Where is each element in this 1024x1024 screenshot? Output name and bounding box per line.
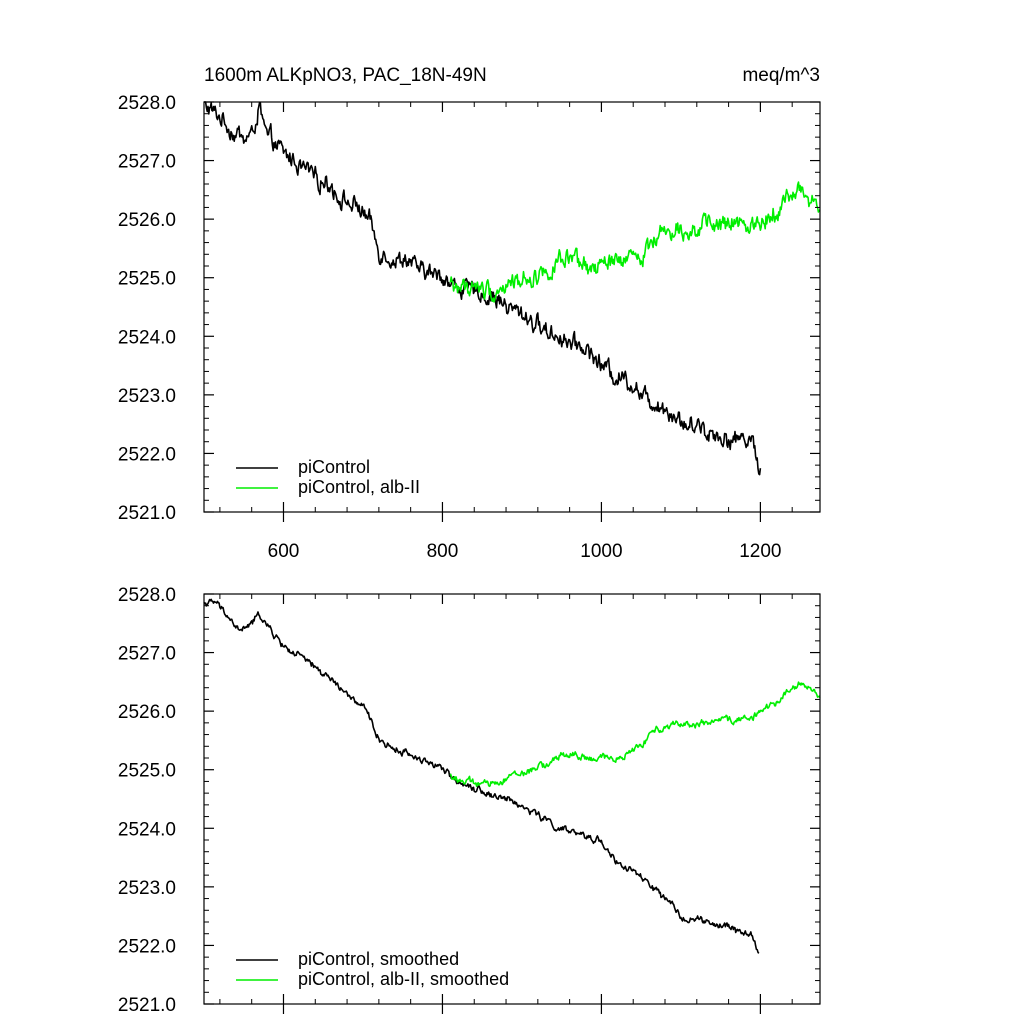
- x-tick-label: 600: [268, 541, 300, 562]
- y-tick-label: 2521.0: [118, 503, 176, 524]
- y-tick-label: 2528.0: [118, 93, 176, 114]
- y-tick-label: 2526.0: [118, 210, 176, 231]
- y-tick-label: 2523.0: [118, 386, 176, 407]
- y-tick-label: 2525.0: [118, 761, 176, 782]
- series-line-picontrol-alb-ii-smoothed: [449, 681, 821, 788]
- plot-frame: [203, 593, 821, 1005]
- y-tick-label: 2524.0: [118, 327, 176, 348]
- series-line-picontrol-alb-ii: [449, 181, 821, 303]
- legend-label: piControl, alb-II: [298, 477, 420, 497]
- y-tick-label: 2522.0: [118, 444, 176, 465]
- chart-title: 1600m ALKpNO3, PAC_18N-49N: [204, 65, 487, 86]
- x-tick-label: 1000: [580, 541, 622, 562]
- y-tick-label: 2527.0: [118, 644, 176, 665]
- y-tick-label: 2522.0: [118, 936, 176, 957]
- legend-label: piControl: [298, 457, 370, 477]
- y-tick-label: 2523.0: [118, 878, 176, 899]
- y-tick-label: 2525.0: [118, 269, 176, 290]
- plot-frame: [203, 101, 821, 513]
- y-tick-label: 2528.0: [118, 585, 176, 606]
- series-line-picontrol-smoothed: [203, 598, 760, 954]
- legend-label: piControl, smoothed: [298, 949, 459, 969]
- y-tick-label: 2526.0: [118, 702, 176, 723]
- chart-units: meq/m^3: [742, 65, 820, 86]
- series-line-picontrol: [204, 101, 762, 476]
- y-tick-label: 2524.0: [118, 819, 176, 840]
- y-tick-label: 2521.0: [118, 995, 176, 1016]
- x-tick-label: 1200: [739, 541, 781, 562]
- x-tick-label: 800: [427, 541, 459, 562]
- legend-label: piControl, alb-II, smoothed: [298, 969, 509, 989]
- y-tick-label: 2527.0: [118, 152, 176, 173]
- panel-raw: 600 800 1000 1200 2521.0 2522.0 2523.0 2524.0 25…: [118, 93, 821, 562]
- panel-smoothed: 2521.0 2522.0 2523.0 2524.0 2525.0 2526.0 2527…: [118, 585, 821, 1016]
